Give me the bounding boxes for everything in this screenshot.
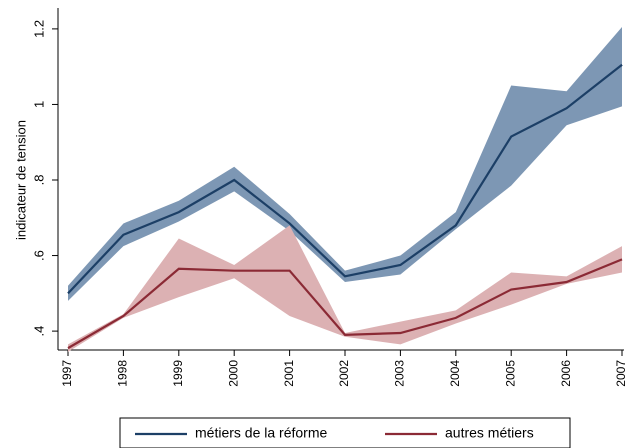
y-tick-label: .6 xyxy=(31,250,46,261)
confidence-band xyxy=(68,27,622,301)
series-line xyxy=(67,63,623,295)
x-tick-label: 2004 xyxy=(448,360,462,387)
x-tick-label: 2005 xyxy=(503,360,517,387)
legend xyxy=(119,417,571,448)
confidence-band xyxy=(68,225,622,352)
x-tick-label: 2002 xyxy=(337,360,351,387)
y-axis-label: indicateur de tension xyxy=(13,120,28,240)
x-tick-label: 2003 xyxy=(393,360,407,387)
x-tick-label: 2006 xyxy=(559,360,573,387)
x-tick-label: 1997 xyxy=(60,360,74,387)
x-tick-label: 2000 xyxy=(226,360,240,387)
legend-label: autres métiers xyxy=(445,425,534,441)
x-tick-label: 1999 xyxy=(171,360,185,387)
series-line xyxy=(67,258,623,350)
y-tick-label: 1.2 xyxy=(31,20,46,38)
x-tick-label: 2001 xyxy=(282,360,296,387)
legend-label: métiers de la réforme xyxy=(195,425,327,441)
y-tick-label: .4 xyxy=(31,326,46,337)
y-tick-label: .8 xyxy=(31,175,46,186)
x-tick-label: 2007 xyxy=(614,360,627,387)
y-tick-label: 1 xyxy=(31,101,46,108)
x-tick-label: 1998 xyxy=(116,360,130,387)
